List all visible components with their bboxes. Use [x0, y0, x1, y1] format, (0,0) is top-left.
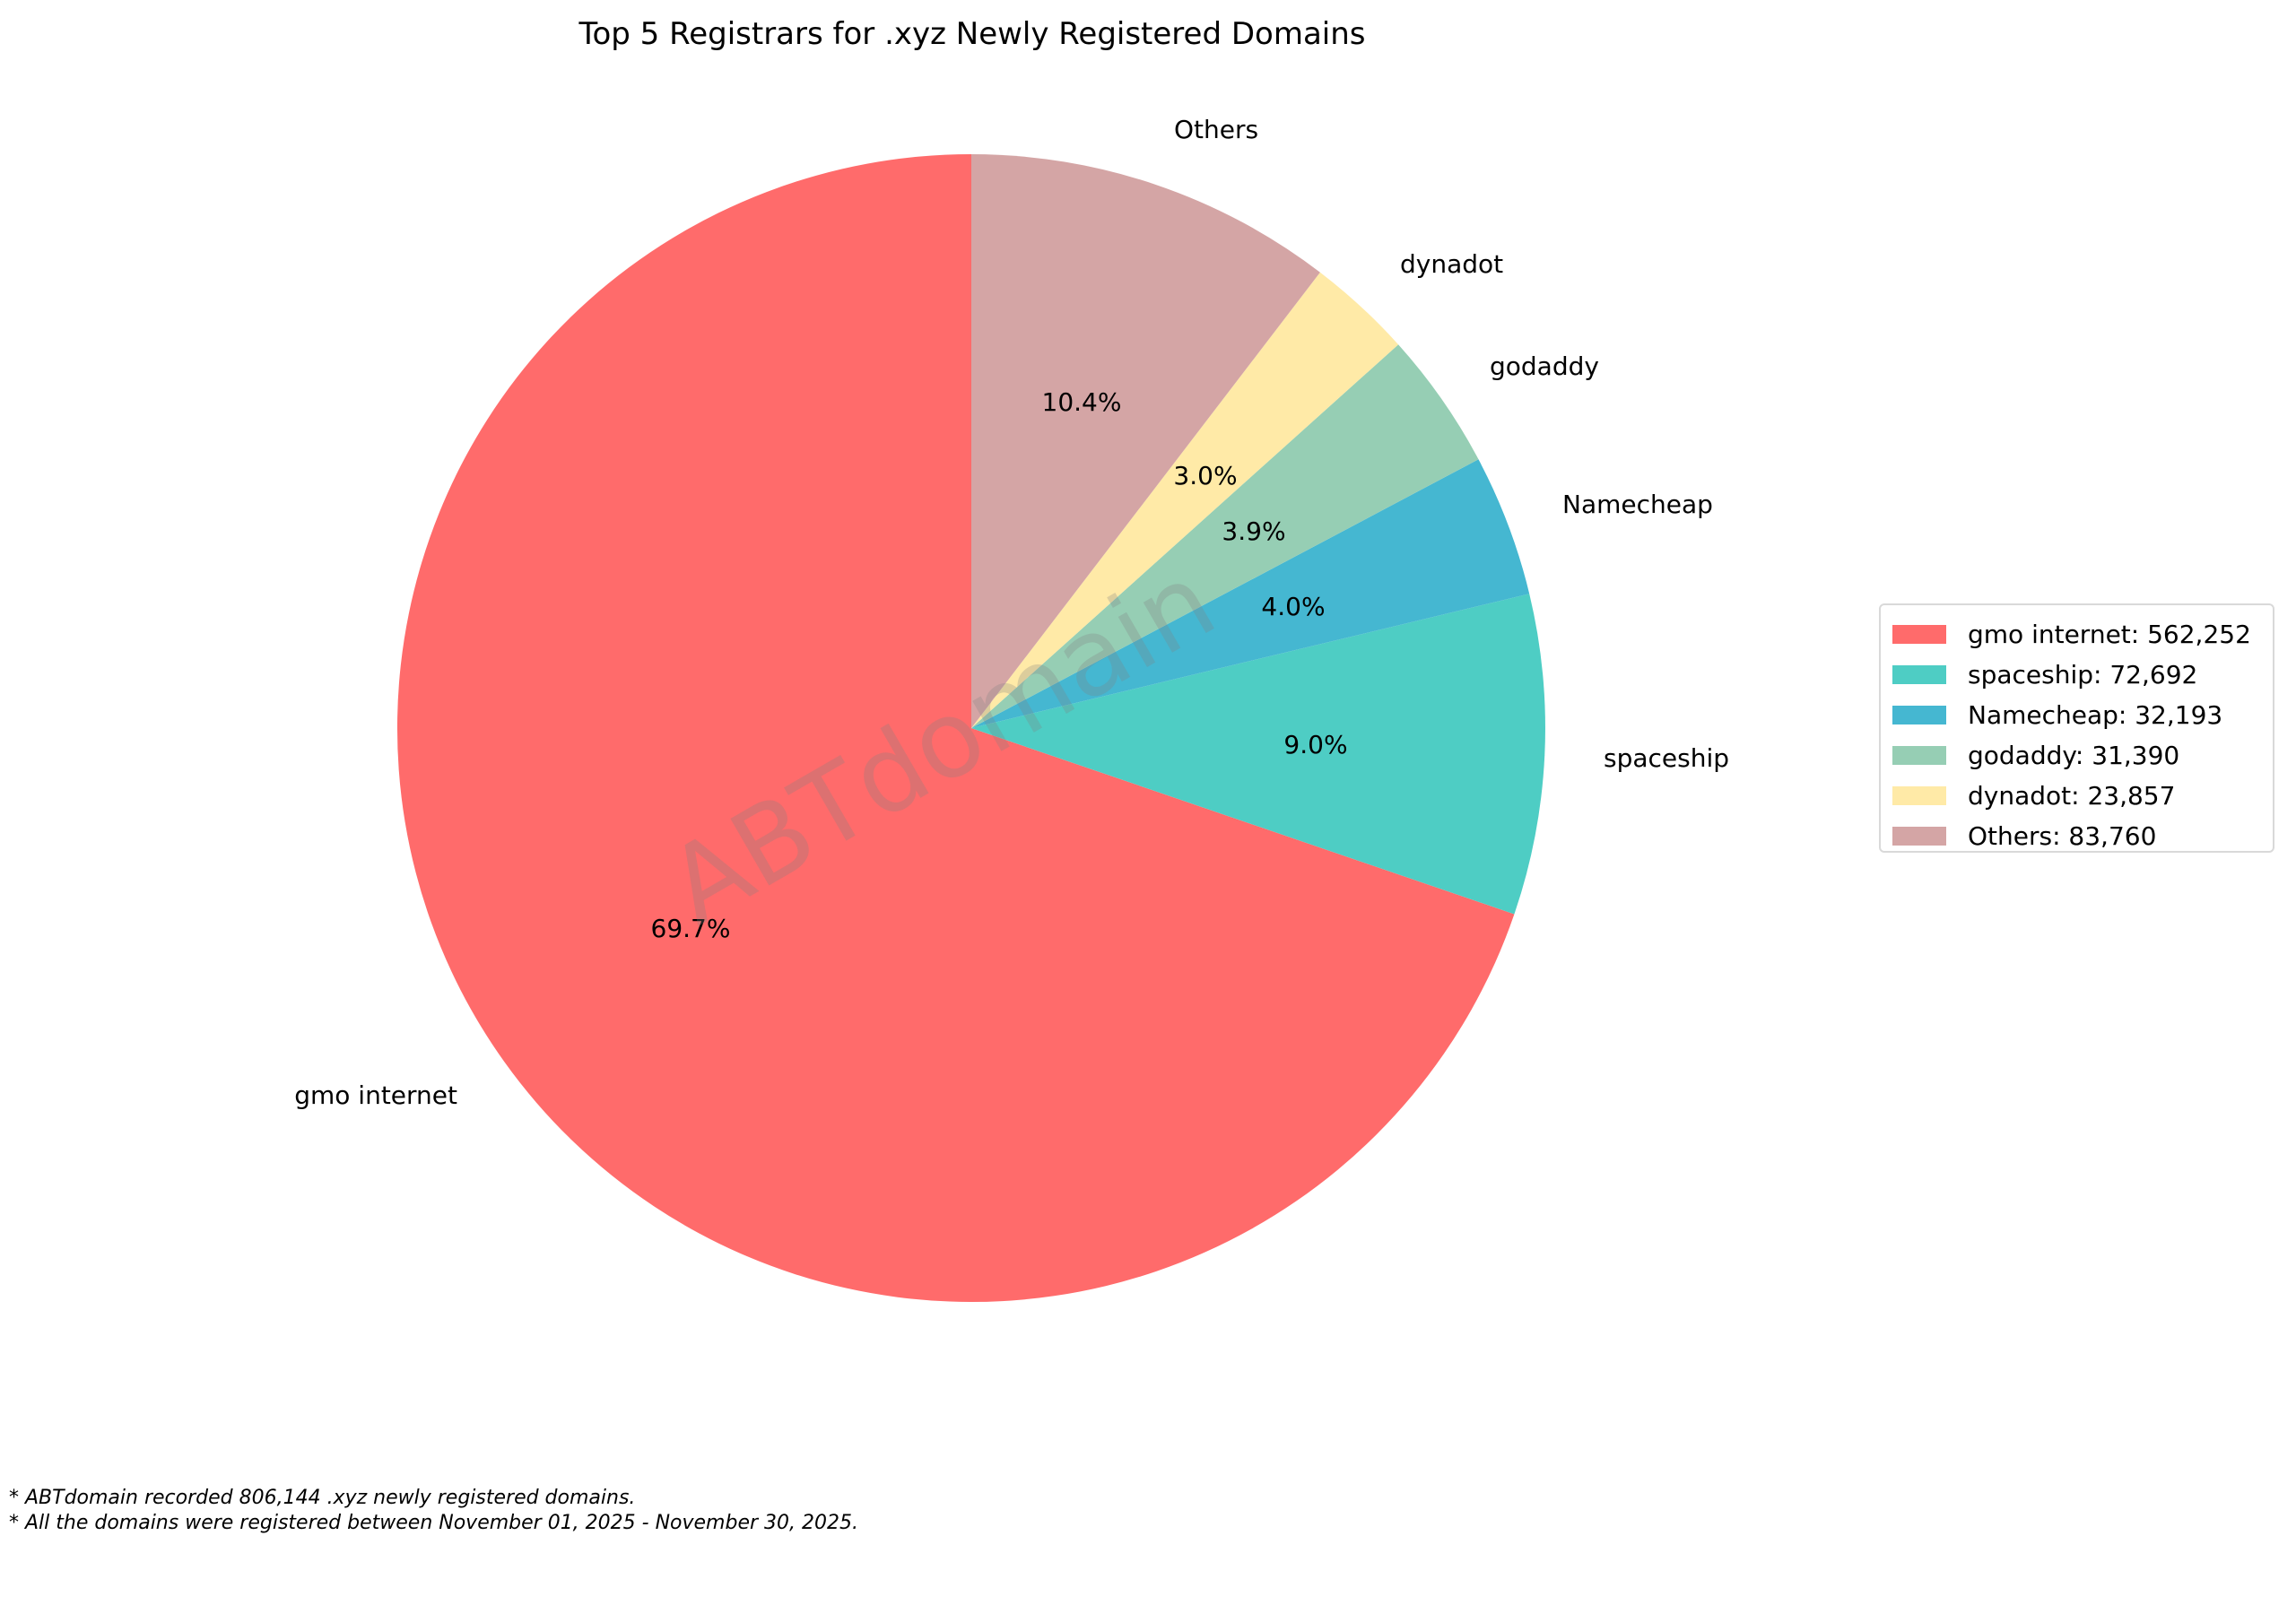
pct-dynadot: 3.0% [1173, 461, 1237, 490]
legend-label: spaceship: 72,692 [1968, 660, 2198, 690]
label-gmo-internet: gmo internet [294, 1080, 457, 1110]
pct-godaddy: 3.9% [1222, 516, 1285, 546]
pct-spaceship: 9.0% [1283, 730, 1347, 759]
legend-label: Namecheap: 32,193 [1968, 700, 2223, 730]
legend-label: dynadot: 23,857 [1968, 781, 2176, 811]
legend: gmo internet: 562,252 spaceship: 72,692 … [1879, 603, 2274, 853]
percent-labels: 69.7% 9.0% 4.0% 3.9% 3.0% 10.4% [651, 387, 1348, 943]
legend-item-spaceship: spaceship: 72,692 [1881, 655, 2273, 695]
legend-item-others: Others: 83,760 [1881, 816, 2273, 856]
slice-godaddy [971, 344, 1479, 728]
legend-item-namecheap: Namecheap: 32,193 [1881, 695, 2273, 735]
legend-label: Others: 83,760 [1968, 821, 2157, 851]
slice-namecheap [971, 459, 1530, 728]
legend-swatch-gmo-internet [1892, 625, 1946, 644]
label-dynadot: dynadot [1400, 249, 1503, 279]
label-godaddy: godaddy [1490, 351, 1599, 381]
legend-label: gmo internet: 562,252 [1968, 620, 2251, 649]
slice-gmo-internet [396, 154, 1515, 1303]
label-others: Others [1174, 115, 1258, 144]
legend-swatch-namecheap [1892, 706, 1946, 724]
chart-title: Top 5 Registrars for .xyz Newly Register… [578, 16, 1365, 52]
legend-swatch-dynadot [1892, 786, 1946, 805]
footnote-date-range: * All the domains were registered betwee… [9, 1512, 858, 1534]
footnote-total: * ABTdomain recorded 806,144 .xyz newly … [9, 1487, 636, 1509]
legend-label: godaddy: 31,390 [1968, 741, 2180, 770]
legend-swatch-others [1892, 827, 1946, 846]
legend-item-gmo-internet: gmo internet: 562,252 [1881, 614, 2273, 655]
pct-others: 10.4% [1042, 387, 1122, 417]
legend-item-godaddy: godaddy: 31,390 [1881, 735, 2273, 776]
label-spaceship: spaceship [1604, 743, 1729, 773]
slice-others [971, 154, 1320, 728]
label-namecheap: Namecheap [1562, 490, 1713, 519]
legend-swatch-spaceship [1892, 665, 1946, 684]
slice-dynadot [971, 272, 1399, 728]
legend-swatch-godaddy [1892, 746, 1946, 765]
legend-item-dynadot: dynadot: 23,857 [1881, 776, 2273, 816]
pct-namecheap: 4.0% [1261, 592, 1325, 621]
pct-gmo-internet: 69.7% [651, 914, 731, 943]
pie-slices [396, 154, 1545, 1303]
slice-spaceship [971, 594, 1545, 915]
slice-labels: gmo internet spaceship Namecheap godaddy… [294, 115, 1729, 1110]
